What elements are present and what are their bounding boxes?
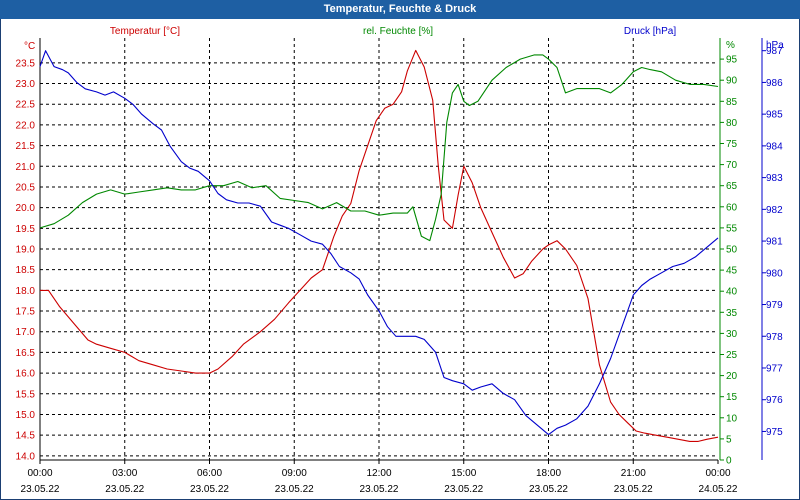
pressure-tick-label: 987: [766, 46, 783, 57]
temperature-tick-label: 21.0: [16, 162, 36, 173]
pressure-tick-label: 980: [766, 268, 783, 279]
humidity-tick-label: 95: [726, 55, 738, 66]
x-tick-date: 23.05.22: [21, 484, 60, 495]
temperature-tick-label: 17.0: [16, 327, 36, 338]
humidity-tick-label: 25: [726, 350, 738, 361]
pressure-tick-label: 986: [766, 78, 783, 89]
x-tick-time: 00:00: [27, 468, 52, 479]
temperature-line: [40, 49, 719, 442]
humidity-tick-label: 20: [726, 371, 738, 382]
x-tick-time: 21:00: [621, 468, 646, 479]
pressure-tick-label: 981: [766, 237, 783, 248]
temperature-tick-label: 17.5: [16, 307, 36, 318]
humidity-tick-label: 45: [726, 266, 738, 277]
humidity-tick-label: 90: [726, 76, 738, 87]
x-tick-time: 09:00: [282, 468, 307, 479]
labels: °C Temperatur [°C] rel. Feuchte [%] Druc…: [16, 26, 785, 495]
temperature-tick-label: 18.0: [16, 286, 36, 297]
temperature-tick-label: 16.0: [16, 369, 36, 380]
x-tick-time: 18:00: [536, 468, 561, 479]
series: [39, 49, 719, 442]
temperature-tick-label: 21.5: [16, 141, 36, 152]
humidity-tick-label: 15: [726, 392, 738, 403]
humidity-line: [39, 54, 719, 242]
x-tick-time: 00:00: [705, 468, 730, 479]
x-tick-date: 23.05.22: [190, 484, 229, 495]
x-tick-date: 23.05.22: [360, 484, 399, 495]
x-tick-time: 06:00: [197, 468, 222, 479]
x-tick-date: 23.05.22: [614, 484, 653, 495]
x-tick-date: 23.05.22: [529, 484, 568, 495]
temperature-tick-label: 23.0: [16, 79, 36, 90]
pressure-line: [39, 50, 719, 436]
temperature-tick-label: 23.5: [16, 58, 36, 69]
humidity-tick-label: 30: [726, 329, 738, 340]
x-tick-time: 12:00: [366, 468, 391, 479]
temperature-tick-label: 22.5: [16, 100, 36, 111]
temperature-tick-label: 14.5: [16, 431, 36, 442]
humidity-tick-label: 40: [726, 287, 738, 298]
temperature-tick-label: 15.5: [16, 389, 36, 400]
temperature-tick-label: 16.5: [16, 348, 36, 359]
pressure-legend: Druck [hPa]: [624, 26, 676, 37]
x-tick-date: 23.05.22: [105, 484, 144, 495]
humidity-tick-label: 50: [726, 245, 738, 256]
humidity-axis-unit: %: [726, 40, 735, 51]
temperature-tick-label: 19.5: [16, 224, 36, 235]
temperature-tick-label: 22.0: [16, 120, 36, 131]
pressure-tick-label: 979: [766, 300, 783, 311]
temperature-tick-label: 20.5: [16, 182, 36, 193]
x-tick-date: 23.05.22: [275, 484, 314, 495]
pressure-tick-label: 978: [766, 332, 783, 343]
humidity-tick-label: 85: [726, 97, 738, 108]
pressure-tick-label: 977: [766, 363, 783, 374]
pressure-tick-label: 982: [766, 205, 783, 216]
x-tick-date: 23.05.22: [444, 484, 483, 495]
window-title: Temperatur, Feuchte & Druck: [0, 0, 800, 19]
pressure-tick-label: 975: [766, 427, 783, 438]
humidity-tick-label: 55: [726, 223, 738, 234]
temperature-legend: Temperatur [°C]: [110, 26, 180, 37]
axes: [39, 38, 763, 461]
temperature-tick-label: 14.0: [16, 451, 36, 462]
humidity-tick-label: 10: [726, 413, 738, 424]
pressure-tick-label: 985: [766, 110, 783, 121]
humidity-tick-label: 70: [726, 160, 738, 171]
temperature-tick-label: 19.0: [16, 245, 36, 256]
humidity-tick-label: 0: [726, 456, 732, 467]
humidity-tick-label: 75: [726, 139, 738, 150]
humidity-tick-label: 5: [726, 434, 732, 445]
grid: [39, 38, 766, 464]
humidity-tick-label: 60: [726, 202, 738, 213]
pressure-tick-label: 976: [766, 395, 783, 406]
temperature-tick-label: 18.5: [16, 265, 36, 276]
x-tick-date: 24.05.22: [699, 484, 738, 495]
temperature-axis-unit: °C: [24, 41, 35, 52]
pressure-tick-label: 983: [766, 173, 783, 184]
humidity-tick-label: 35: [726, 308, 738, 319]
temperature-tick-label: 15.0: [16, 410, 36, 421]
x-tick-time: 03:00: [112, 468, 137, 479]
temperature-tick-label: 20.0: [16, 203, 36, 214]
humidity-legend: rel. Feuchte [%]: [363, 26, 433, 37]
humidity-tick-label: 65: [726, 181, 738, 192]
pressure-tick-label: 984: [766, 141, 783, 152]
humidity-tick-label: 80: [726, 118, 738, 129]
pressure-axis-unit: hPa: [766, 40, 784, 51]
x-tick-time: 15:00: [451, 468, 476, 479]
